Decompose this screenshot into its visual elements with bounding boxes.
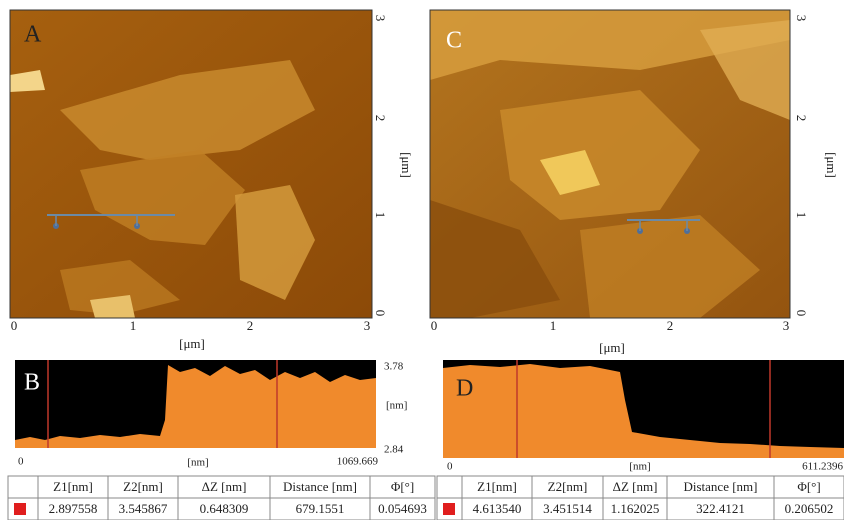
x-axis-unit: [nm] [187,457,208,469]
y-tick-label: 2 [373,115,388,122]
x-axis-start: 0 [18,456,24,468]
table-cell [437,476,462,498]
y-axis-unit: [nm] [386,400,407,412]
y-tick-label: 1 [794,212,809,219]
profile-b [15,360,376,448]
x-tick-label: 1 [550,318,557,333]
table-value: 3.545867 [119,501,168,516]
y-axis-unit: [μm] [399,152,414,178]
table-value: 1.162025 [611,501,660,516]
y-axis-a: 3 2 1 0 [μm] [373,15,414,317]
panel-label: C [446,28,462,54]
x-tick-label: 3 [364,318,371,333]
figure: A 3 2 1 0 [μm] 0 1 2 3 [μm] C 3 2 1 0 [μ… [0,0,844,520]
table-value: 3.451514 [543,501,592,516]
y-tick-label: 0 [373,310,388,317]
column-header: Φ[°] [797,479,820,494]
y-axis-c: 3 2 1 0 [μm] [794,15,839,317]
column-header: ΔZ [nm] [202,479,247,494]
y-tick-label: 0 [794,310,809,317]
series-swatch [14,503,26,515]
x-tick-label: 0 [431,318,438,333]
tables: Z1[nm] Z2[nm] ΔZ [nm] Distance [nm] Φ[°] 2.89… [8,476,844,520]
table-value: 679.1551 [296,501,345,516]
column-header: Distance [nm] [683,479,757,494]
y-axis-unit: [μm] [824,152,839,178]
table-value: 0.206502 [785,501,834,516]
column-header: Z1[nm] [53,479,93,494]
x-tick-label: 0 [11,318,18,333]
table-value: 0.648309 [200,501,249,516]
column-header: Φ[°] [391,479,414,494]
table-value: 322.4121 [696,501,745,516]
series-swatch [443,503,455,515]
panel-label: D [456,376,473,402]
x-tick-label: 2 [247,318,254,333]
x-axis-a: 0 1 2 3 [μm] [11,318,371,351]
y-axis-min: 2.84 [384,444,404,456]
column-header: Z1[nm] [477,479,517,494]
y-tick-label: 1 [373,212,388,219]
panel-label: B [24,370,40,396]
x-axis-unit: [nm] [629,461,650,473]
x-axis-start: 0 [447,461,453,473]
x-axis-unit: [μm] [599,340,625,355]
table-value: 0.054693 [378,501,427,516]
y-tick-label: 3 [373,15,388,22]
panel-label: A [24,22,42,48]
x-axis-c: 0 1 2 3 [μm] [431,318,790,355]
column-header: ΔZ [nm] [613,479,658,494]
column-header: Z2[nm] [548,479,588,494]
x-axis-end: 1069.669 [337,456,379,468]
profile-d [443,360,844,458]
column-header: Distance [nm] [283,479,357,494]
table-value: 2.897558 [49,501,98,516]
column-header: Z2[nm] [123,479,163,494]
x-axis-unit: [μm] [179,336,205,351]
afm-image-a [10,10,372,318]
x-tick-label: 1 [130,318,137,333]
x-tick-label: 3 [783,318,790,333]
x-tick-label: 2 [667,318,674,333]
table-cell [8,476,38,498]
y-tick-label: 2 [794,115,809,122]
afm-image-c [430,10,790,318]
y-tick-label: 3 [794,15,809,22]
x-axis-end: 611.2396 [802,461,843,473]
y-axis-max: 3.78 [384,361,404,373]
table-value: 4.613540 [473,501,522,516]
